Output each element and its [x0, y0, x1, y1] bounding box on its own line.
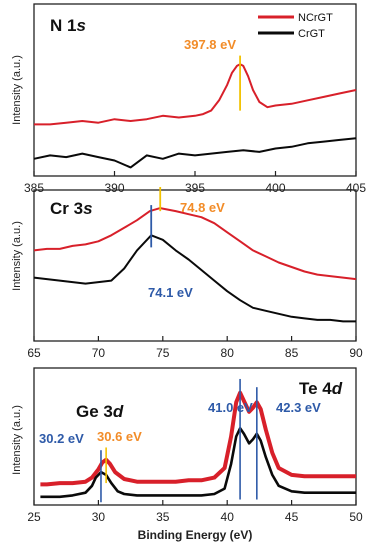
panel-cr3s-xticks: 65 70 75 80 85 90 — [27, 346, 363, 360]
series-ncrgt-line — [40, 390, 356, 487]
panel-cr3s-frame — [33, 189, 357, 342]
series-crgt-line — [40, 426, 356, 499]
panel-ge3d-te4d-series — [40, 390, 356, 499]
annotation-30-6: 30.6 eV — [97, 429, 142, 444]
xtick-label: 385 — [24, 181, 44, 195]
xtick-label: 85 — [285, 346, 299, 360]
panel-ge3d-te4d-xticks: 25 30 35 40 45 50 — [27, 510, 363, 524]
panel-cr3s-series — [33, 207, 357, 323]
series-crgt-line — [33, 137, 357, 169]
annotation-30-2: 30.2 eV — [39, 431, 84, 446]
annotation-42-3: 42.3 eV — [276, 400, 321, 415]
panel-n1s-title: N 1s — [50, 16, 86, 35]
panel-te4d-title: Te 4d — [299, 379, 343, 398]
series-ncrgt-line — [34, 63, 357, 126]
panel-cr3s-ylabel: Intensity (a.u.) — [11, 221, 23, 291]
xtick-label: 405 — [346, 181, 366, 195]
annotation-41-0: 41.0 eV — [208, 400, 253, 415]
annotation-397-8: 397.8 eV — [184, 37, 236, 52]
panel-cr3s: Intensity (a.u.) Cr 3s 65 70 75 80 85 90… — [11, 186, 363, 360]
xtick-label: 75 — [156, 346, 170, 360]
annotation-74-1: 74.1 eV — [148, 285, 193, 300]
xtick-label: 45 — [285, 510, 299, 524]
xtick-label: 80 — [221, 346, 235, 360]
panel-n1s-series — [33, 63, 357, 169]
panel-ge3d-te4d-ylabel: Intensity (a.u.) — [11, 405, 23, 475]
series-ncrgt-line — [33, 207, 357, 281]
panel-ge3d-te4d: Intensity (a.u.) Te 4d Ge 3d 25 30 35 40… — [11, 367, 363, 542]
xtick-label: 35 — [156, 510, 170, 524]
xtick-label: 70 — [92, 346, 106, 360]
panel-n1s-ylabel: Intensity (a.u.) — [11, 55, 23, 125]
xtick-label: 65 — [27, 346, 41, 360]
panel-cr3s-title: Cr 3s — [50, 199, 93, 218]
panel-n1s-xticks: 385 390 395 400 405 — [24, 181, 366, 195]
annotation-74-8: 74.8 eV — [180, 200, 225, 215]
xtick-label: 395 — [185, 181, 205, 195]
panel-ge3d-title: Ge 3d — [76, 402, 124, 421]
panel-n1s: Intensity (a.u.) N 1s NCrGT CrGT 385 390… — [11, 3, 366, 195]
panel-n1s-legend: NCrGT CrGT — [258, 12, 333, 40]
xtick-label: 40 — [221, 510, 235, 524]
xtick-label: 90 — [349, 346, 363, 360]
xtick-label: 50 — [349, 510, 363, 524]
xtick-label: 30 — [92, 510, 106, 524]
legend-ncrgt-label: NCrGT — [298, 12, 333, 24]
xtick-label: 390 — [104, 181, 124, 195]
legend-crgt-label: CrGT — [298, 28, 325, 40]
panel-ge3d-te4d-xlabel: Binding Energy (eV) — [138, 528, 253, 542]
xtick-label: 400 — [265, 181, 285, 195]
xtick-label: 25 — [27, 510, 41, 524]
series-crgt-line — [33, 234, 356, 323]
panel-ge3d-te4d-frame — [33, 367, 357, 506]
